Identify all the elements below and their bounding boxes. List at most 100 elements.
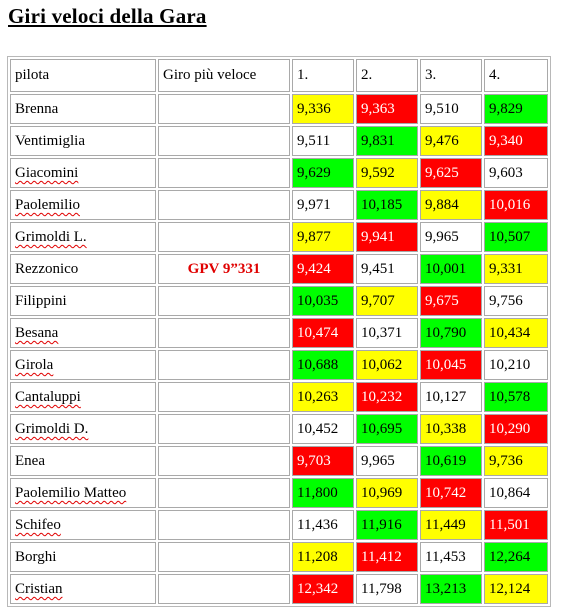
table-row: Paolemilio 9,971 10,185 9,884 10,016 [10, 190, 548, 220]
lap-1-time-cell: 10,474 [292, 318, 354, 348]
lap-2-time-cell: 11,798 [356, 574, 418, 604]
lap-4-time-cell: 12,124 [484, 574, 548, 604]
lap-2-time-cell: 10,062 [356, 350, 418, 380]
pilota-name: Rezzonico [15, 261, 79, 277]
header-lap-2: 2. [356, 59, 418, 92]
pilota-cell: Giacomini [10, 158, 156, 188]
pilota-name: Cristian [15, 581, 63, 597]
lap-1-time-cell: 9,511 [292, 126, 354, 156]
pilota-cell: Ventimiglia [10, 126, 156, 156]
lap-2-time-cell: 9,451 [356, 254, 418, 284]
pilota-cell: Grimoldi D. [10, 414, 156, 444]
lap-3-time-cell: 9,965 [420, 222, 482, 252]
lap-3-time-cell: 10,790 [420, 318, 482, 348]
pilota-cell: Paolemilio [10, 190, 156, 220]
pilota-cell: Rezzonico [10, 254, 156, 284]
lap-4-time-cell: 9,340 [484, 126, 548, 156]
lap-3-time-cell: 10,001 [420, 254, 482, 284]
lap-2-time-cell: 11,412 [356, 542, 418, 572]
pilota-name: Paolemilio Matteo [15, 485, 127, 501]
lap-4-time-cell: 10,290 [484, 414, 548, 444]
lap-3-time-cell: 10,045 [420, 350, 482, 380]
lap-1-time-cell: 9,877 [292, 222, 354, 252]
table-row: Cristian 12,342 11,798 13,213 12,124 [10, 574, 548, 604]
lap-1-time-cell: 11,436 [292, 510, 354, 540]
lap-1-time-cell: 9,424 [292, 254, 354, 284]
lap-1-time-cell: 10,263 [292, 382, 354, 412]
lap-1-time-cell: 9,336 [292, 94, 354, 124]
pilota-name: Grimoldi D. [15, 421, 89, 437]
pilota-name: Besana [15, 325, 59, 341]
pilota-name: Giacomini [15, 165, 79, 181]
lap-3-time-cell: 10,338 [420, 414, 482, 444]
lap-1-time-cell: 11,800 [292, 478, 354, 508]
table-row: Grimoldi L. 9,877 9,941 9,965 10,507 [10, 222, 548, 252]
table-row: Giacomini 9,629 9,592 9,625 9,603 [10, 158, 548, 188]
pilota-cell: Besana [10, 318, 156, 348]
lap-3-time-cell: 10,742 [420, 478, 482, 508]
pilota-name: Brenna [15, 101, 59, 117]
lap-2-time-cell: 9,941 [356, 222, 418, 252]
lap-4-time-cell: 9,756 [484, 286, 548, 316]
lap-1-time-cell: 9,629 [292, 158, 354, 188]
lap-3-time-cell: 10,127 [420, 382, 482, 412]
table-body: pilota Giro più veloce 1. 2. 3. 4. Brenn… [10, 59, 548, 604]
header-pilota: pilota [10, 59, 156, 92]
pilota-name: Paolemilio [15, 197, 80, 213]
pilota-cell: Filippini [10, 286, 156, 316]
lap-4-time-cell: 10,864 [484, 478, 548, 508]
lap-4-time-cell: 11,501 [484, 510, 548, 540]
giro-piu-veloce-cell [158, 222, 290, 252]
giro-piu-veloce-cell [158, 94, 290, 124]
lap-1-time-cell: 10,035 [292, 286, 354, 316]
lap-3-time-cell: 9,510 [420, 94, 482, 124]
giro-piu-veloce-cell: GPV 9”331 [158, 254, 290, 284]
lap-3-time-cell: 9,476 [420, 126, 482, 156]
lap-2-time-cell: 10,695 [356, 414, 418, 444]
lap-4-time-cell: 10,210 [484, 350, 548, 380]
lap-3-time-cell: 11,449 [420, 510, 482, 540]
pilota-name: Schifeo [15, 517, 61, 533]
giro-piu-veloce-cell [158, 126, 290, 156]
giro-piu-veloce-cell [158, 190, 290, 220]
lap-2-time-cell: 9,965 [356, 446, 418, 476]
lap-2-time-cell: 9,707 [356, 286, 418, 316]
table-row: Brenna 9,336 9,363 9,510 9,829 [10, 94, 548, 124]
pilota-cell: Schifeo [10, 510, 156, 540]
lap-4-time-cell: 10,016 [484, 190, 548, 220]
lap-2-time-cell: 10,232 [356, 382, 418, 412]
giro-piu-veloce-cell [158, 350, 290, 380]
pilota-cell: Grimoldi L. [10, 222, 156, 252]
header-lap-3: 3. [420, 59, 482, 92]
lap-times-table-frame: pilota Giro più veloce 1. 2. 3. 4. Brenn… [7, 56, 551, 607]
lap-3-time-cell: 9,675 [420, 286, 482, 316]
lap-times-table: pilota Giro più veloce 1. 2. 3. 4. Brenn… [8, 57, 550, 606]
giro-piu-veloce-cell [158, 574, 290, 604]
pilota-cell: Paolemilio Matteo [10, 478, 156, 508]
lap-3-time-cell: 10,619 [420, 446, 482, 476]
table-row: Besana 10,474 10,371 10,790 10,434 [10, 318, 548, 348]
pilota-name: Girola [15, 357, 54, 373]
giro-piu-veloce-cell [158, 542, 290, 572]
pilota-cell: Cantaluppi [10, 382, 156, 412]
lap-2-time-cell: 10,969 [356, 478, 418, 508]
header-lap-1: 1. [292, 59, 354, 92]
pilota-cell: Girola [10, 350, 156, 380]
table-row: Paolemilio Matteo 11,800 10,969 10,742 10,86… [10, 478, 548, 508]
lap-1-time-cell: 9,703 [292, 446, 354, 476]
table-row: Borghi 11,208 11,412 11,453 12,264 [10, 542, 548, 572]
table-row: Enea 9,703 9,965 10,619 9,736 [10, 446, 548, 476]
giro-piu-veloce-cell [158, 286, 290, 316]
lap-1-time-cell: 10,452 [292, 414, 354, 444]
table-row: Girola 10,688 10,062 10,045 10,210 [10, 350, 548, 380]
header-giro-piu-veloce: Giro più veloce [158, 59, 290, 92]
pilota-cell: Cristian [10, 574, 156, 604]
table-row: Rezzonico GPV 9”331 9,424 9,451 10,001 9,331 [10, 254, 548, 284]
lap-1-time-cell: 12,342 [292, 574, 354, 604]
lap-2-time-cell: 9,363 [356, 94, 418, 124]
lap-3-time-cell: 11,453 [420, 542, 482, 572]
giro-piu-veloce-cell [158, 414, 290, 444]
lap-3-time-cell: 13,213 [420, 574, 482, 604]
table-row: Grimoldi D. 10,452 10,695 10,338 10,290 [10, 414, 548, 444]
lap-2-time-cell: 10,185 [356, 190, 418, 220]
